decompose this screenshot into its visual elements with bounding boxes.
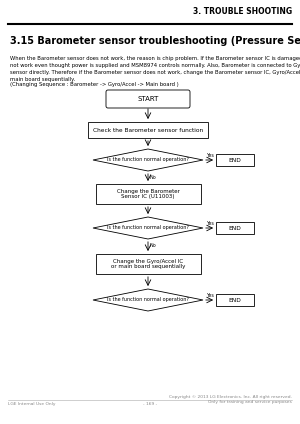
Text: (Changing Sequence : Barometer -> Gyro/Accel -> Main board ): (Changing Sequence : Barometer -> Gyro/A… [10,82,179,87]
Bar [216,294,254,306]
Text: Yes: Yes [206,153,214,158]
Text: Copyright © 2013 LG Electronics. Inc. All right reserved.
Only for training and : Copyright © 2013 LG Electronics. Inc. Al… [169,396,292,404]
Text: Change the Gyro/Accel IC
or main board sequentially: Change the Gyro/Accel IC or main board s… [111,259,185,269]
Text: 3.15 Barometer sensor troubleshooting (Pressure Sensor ): 3.15 Barometer sensor troubleshooting (P… [10,36,300,46]
Text: Is the function normal operation?: Is the function normal operation? [107,298,189,302]
Text: No: No [150,175,157,180]
Text: END: END [229,157,242,162]
FancyBboxPatch shape [106,90,190,108]
Text: 3. TROUBLE SHOOTING: 3. TROUBLE SHOOTING [193,7,292,16]
Text: Yes: Yes [206,221,214,226]
Text: START: START [137,96,159,102]
Text: LGE Internal Use Only: LGE Internal Use Only [8,402,56,406]
Text: Change the Barometer
Sensor IC (U11003): Change the Barometer Sensor IC (U11003) [117,189,179,199]
Text: Check the Barometer sensor function: Check the Barometer sensor function [93,128,203,132]
Text: END: END [229,298,242,302]
Polygon shape [93,149,203,171]
Text: Is the function normal operation?: Is the function normal operation? [107,226,189,231]
Bar [216,222,254,234]
Text: END: END [229,226,242,231]
Text: Yes: Yes [206,293,214,298]
Text: Is the function normal operation?: Is the function normal operation? [107,157,189,162]
Bar [216,154,254,166]
Polygon shape [93,289,203,311]
Polygon shape [93,217,203,239]
Bar [88,122,208,138]
Bar [95,254,200,274]
Text: - 169 -: - 169 - [143,402,157,406]
Text: No: No [150,243,157,248]
Bar [95,184,200,204]
Text: When the Barometer sensor does not work, the reason is chip problem. If the Baro: When the Barometer sensor does not work,… [10,56,300,82]
